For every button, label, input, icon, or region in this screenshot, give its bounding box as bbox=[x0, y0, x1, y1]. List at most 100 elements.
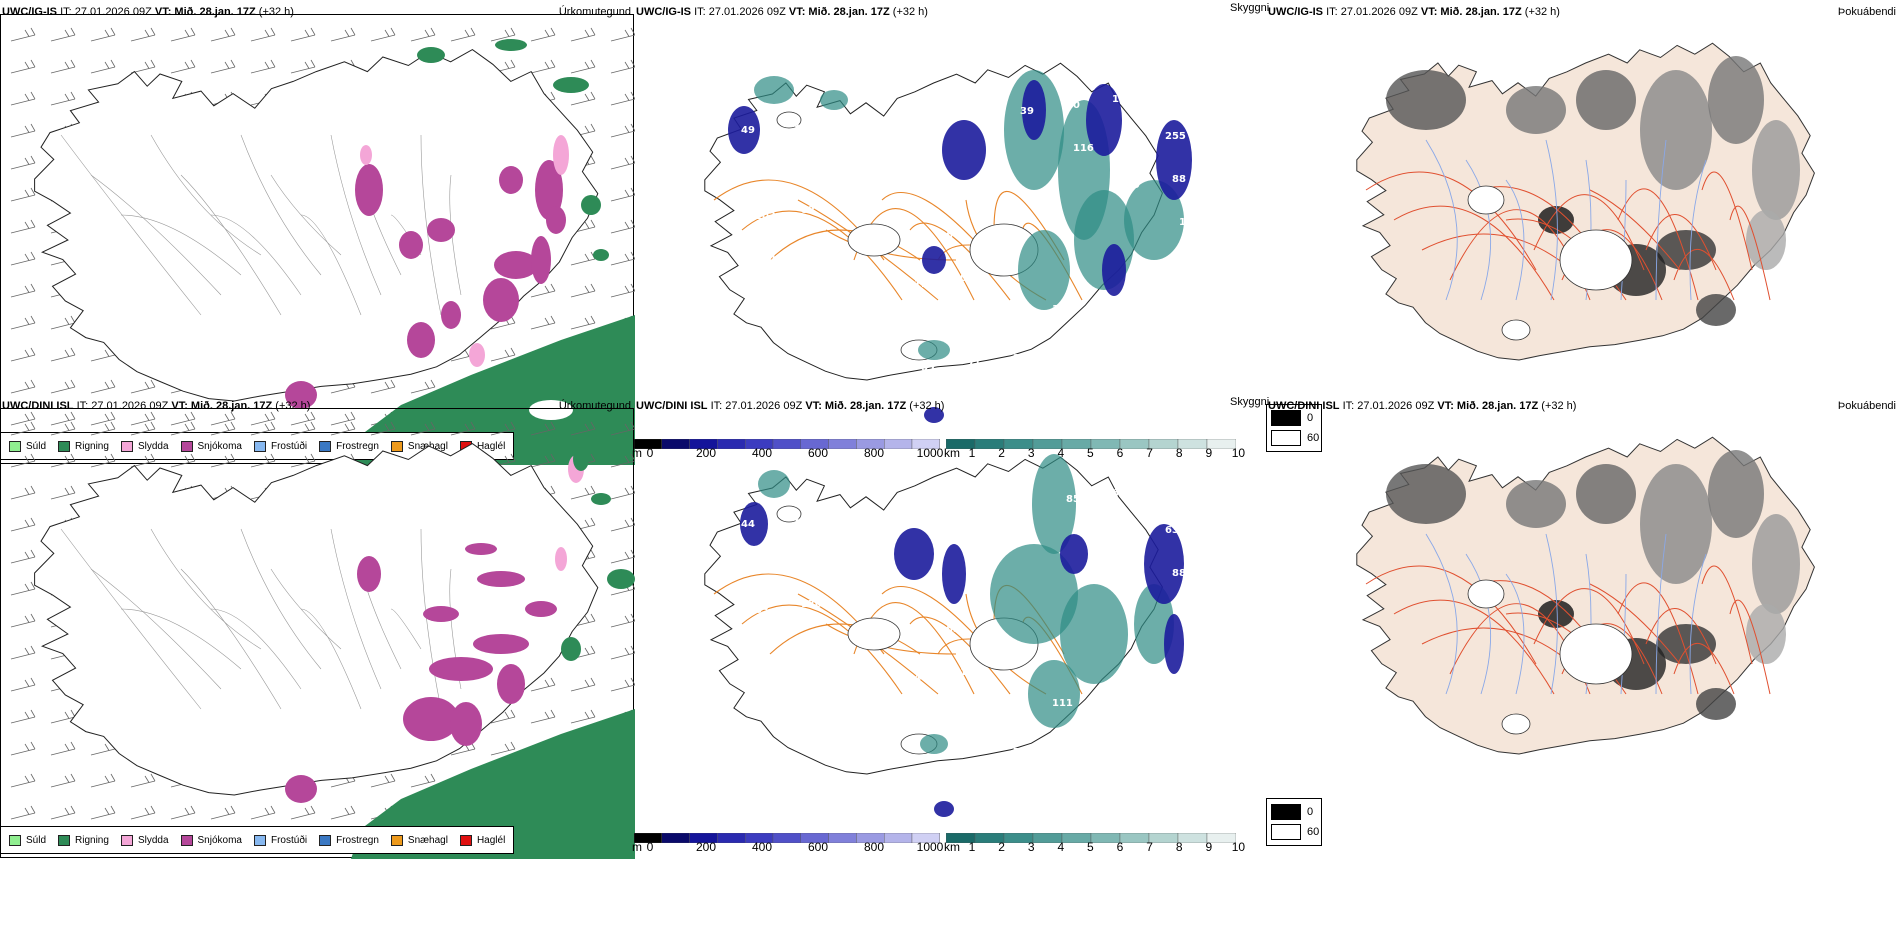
wind-barb bbox=[50, 347, 76, 362]
road-line bbox=[1533, 194, 1645, 271]
snow-area bbox=[450, 702, 482, 746]
fog-area bbox=[1696, 688, 1736, 720]
snow-area bbox=[465, 543, 497, 555]
road-line bbox=[1421, 627, 1573, 665]
visibility-tick: 3 bbox=[1027, 446, 1035, 460]
legend-label: Slydda bbox=[137, 834, 169, 846]
legend-item: Snjókoma bbox=[180, 440, 242, 452]
sleet-area bbox=[360, 145, 372, 165]
glacier-outline bbox=[1501, 713, 1531, 735]
visibility-tick: 7 bbox=[1146, 446, 1153, 460]
height-tick: 400 bbox=[751, 446, 773, 460]
wind-barb bbox=[10, 411, 36, 426]
mountain-area bbox=[894, 528, 934, 580]
legend-label: Snæhagl bbox=[407, 440, 448, 452]
wind-barb bbox=[90, 59, 116, 74]
mountain-value: 265 bbox=[847, 199, 868, 210]
wind-barb bbox=[610, 613, 635, 628]
river-line bbox=[1689, 553, 1707, 695]
legend-label: Frostregn bbox=[336, 834, 379, 846]
model-name: UWC/DINI ISL bbox=[2, 400, 74, 412]
wind-barb bbox=[90, 805, 116, 820]
road-line bbox=[390, 608, 422, 650]
legend-swatch-light bbox=[1271, 824, 1301, 840]
snow-area bbox=[441, 301, 461, 329]
mountain-value: 61 bbox=[893, 587, 907, 598]
mountain-value: 39 bbox=[1020, 106, 1034, 117]
road-line bbox=[180, 174, 282, 316]
road-line bbox=[300, 214, 362, 316]
river-line bbox=[1425, 139, 1458, 301]
wind-barb bbox=[570, 421, 596, 436]
wind-barb bbox=[610, 155, 635, 170]
wind-barb bbox=[330, 411, 356, 426]
precip-map bbox=[0, 14, 635, 465]
rain-area bbox=[581, 195, 601, 215]
wind-barb bbox=[130, 411, 156, 426]
rain-area bbox=[573, 447, 589, 471]
wind-barb bbox=[530, 283, 556, 298]
height-colorbar-swatches bbox=[633, 832, 940, 844]
snow-area bbox=[423, 606, 459, 622]
legend-value-light: 60 bbox=[1307, 432, 1320, 444]
fog-area bbox=[1538, 600, 1574, 628]
mountain-value: 111 bbox=[1052, 698, 1073, 709]
visibility-area bbox=[1060, 584, 1128, 684]
legend-swatch bbox=[390, 440, 403, 452]
road-line bbox=[741, 210, 903, 301]
road-line bbox=[1617, 582, 1699, 695]
visibility-panel: UWC/IG-IS IT: 27.01.2026 09Z VT: Mið. 28… bbox=[632, 0, 1274, 470]
fog-area bbox=[1506, 86, 1566, 134]
height-unit: m bbox=[632, 446, 642, 460]
wind-barb bbox=[530, 315, 556, 330]
panel-header: UWC/IG-IS IT: 27.01.2026 09Z VT: Mið. 28… bbox=[2, 6, 294, 19]
height-tick: 200 bbox=[695, 446, 717, 460]
mountain-value: 650 bbox=[900, 630, 921, 641]
height-tick: 0 bbox=[646, 446, 654, 460]
glacier-outline bbox=[1467, 579, 1505, 609]
mountain-value: 72 bbox=[1013, 747, 1027, 758]
visibility-area bbox=[754, 76, 794, 104]
legend-swatch bbox=[390, 834, 403, 846]
height-colorbar: m 0 200 400 600 800 1000 bbox=[632, 832, 943, 858]
legend-label: Súld bbox=[26, 440, 47, 452]
mountain-value: 320 bbox=[1059, 347, 1080, 358]
wind-barb bbox=[490, 709, 516, 724]
mountain-value: 56 bbox=[840, 550, 854, 561]
wind-barb bbox=[450, 27, 476, 42]
lead-time: (+32 h) bbox=[892, 6, 928, 18]
wind-barb bbox=[610, 421, 635, 436]
wind-barb bbox=[170, 805, 196, 820]
legend-swatch bbox=[9, 834, 21, 846]
mountain-area bbox=[924, 407, 944, 423]
init-time: IT: 27.01.2026 09Z bbox=[710, 400, 803, 412]
legend-item: Frostúði bbox=[253, 834, 307, 846]
mountain-value: 82 bbox=[801, 205, 815, 216]
wind-barb bbox=[330, 805, 356, 820]
visibility-map: 89 91 57 62 66 56 101 265 158 49 23 265 95 100 127 320 1… bbox=[704, 62, 1200, 423]
glacier-outline bbox=[1501, 319, 1531, 341]
mountain-value: 111 bbox=[861, 679, 882, 690]
wind-barb bbox=[130, 59, 156, 74]
init-time: IT: 27.01.2026 09Z bbox=[60, 6, 152, 18]
valid-time: Mið. 28.jan. 17Z bbox=[174, 6, 256, 18]
road-line bbox=[90, 174, 222, 296]
fog-area bbox=[1640, 70, 1712, 190]
lead-time: (+32 h) bbox=[909, 400, 945, 412]
precip-legend: Súld Rigning Slydda Snjókoma Frostúði Frostre… bbox=[0, 432, 515, 460]
visibility-colorbar-swatches bbox=[945, 438, 1237, 450]
visibility-panel: UWC/DINI ISL IT: 27.01.2026 09Z VT: Mið.… bbox=[632, 394, 1274, 864]
legend-item: Rigning bbox=[58, 834, 109, 846]
mountain-value: 95 bbox=[900, 236, 914, 247]
valid-time: Mið. 28.jan. 17Z bbox=[1456, 400, 1539, 412]
valid-time: Mið. 28.jan. 17Z bbox=[1440, 6, 1522, 18]
river-line bbox=[1505, 179, 1525, 301]
mountain-area bbox=[1144, 524, 1184, 604]
precip-legend: Súld Rigning Slydda Snjókoma Frostúði Frostre… bbox=[0, 826, 515, 854]
mountain-value: 63 bbox=[946, 624, 960, 635]
snow-area bbox=[473, 634, 529, 654]
snow-area bbox=[355, 164, 383, 216]
colorbar-swatch bbox=[1119, 832, 1150, 844]
river-line bbox=[1505, 573, 1525, 695]
road-line bbox=[741, 604, 903, 695]
